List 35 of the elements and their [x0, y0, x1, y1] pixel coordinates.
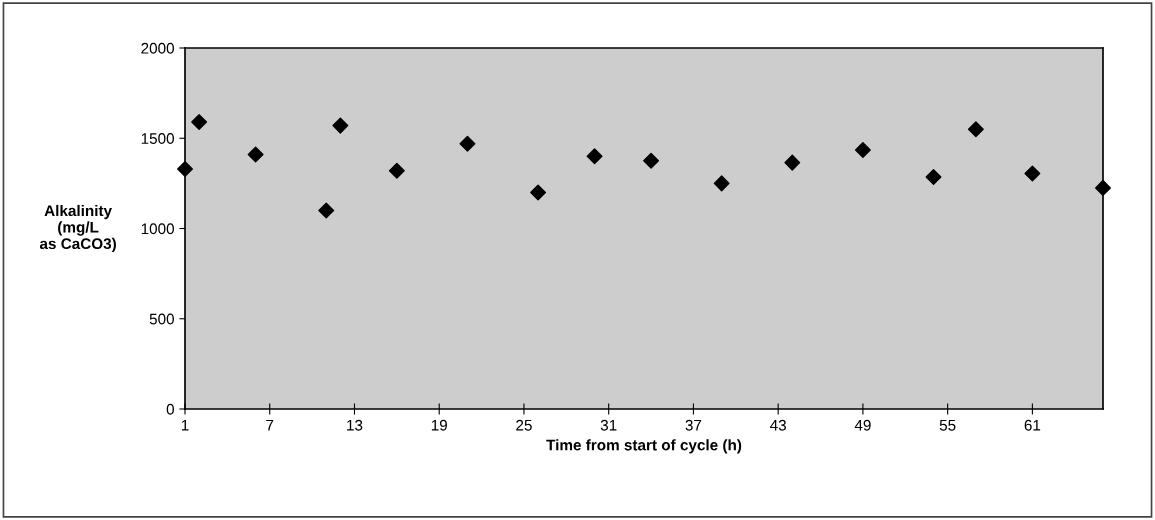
point [784, 154, 801, 171]
x-tick-label: 37 [685, 419, 702, 431]
x-tick-label: 7 [266, 419, 274, 431]
x-tick-label: 43 [770, 419, 786, 431]
point [854, 142, 871, 158]
x-axis-title: Time from start of cycle (h) [546, 439, 742, 454]
point [925, 169, 942, 186]
x-tick-label: 55 [939, 419, 956, 431]
point [459, 135, 476, 152]
point [586, 148, 603, 165]
point [1024, 165, 1041, 182]
y-tick-label: 500 [149, 313, 174, 325]
point [967, 121, 984, 138]
point [1095, 179, 1111, 196]
point [388, 162, 405, 179]
x-tick-label: 31 [600, 419, 617, 431]
y-tick-label: 1500 [141, 133, 174, 144]
x-tick-label: 25 [516, 419, 532, 431]
x-tick-label: 61 [1024, 419, 1041, 431]
x-tick-label: 13 [347, 419, 363, 431]
point [318, 202, 335, 219]
point [191, 114, 208, 130]
point [713, 175, 730, 192]
x-tick-label: 19 [431, 419, 447, 431]
point [177, 160, 193, 177]
y-tick-label: 1000 [141, 223, 174, 235]
x-tick-label: 1 [181, 419, 189, 431]
point [332, 117, 349, 134]
y-tick-label: 0 [166, 403, 174, 415]
point [643, 152, 660, 169]
y-tick-label: 2000 [141, 42, 174, 54]
y-axis-title: Alkalinity (mg/L as CaCO3) [39, 204, 116, 253]
x-tick-label: 49 [854, 419, 871, 431]
point [247, 146, 264, 163]
point [530, 184, 547, 201]
